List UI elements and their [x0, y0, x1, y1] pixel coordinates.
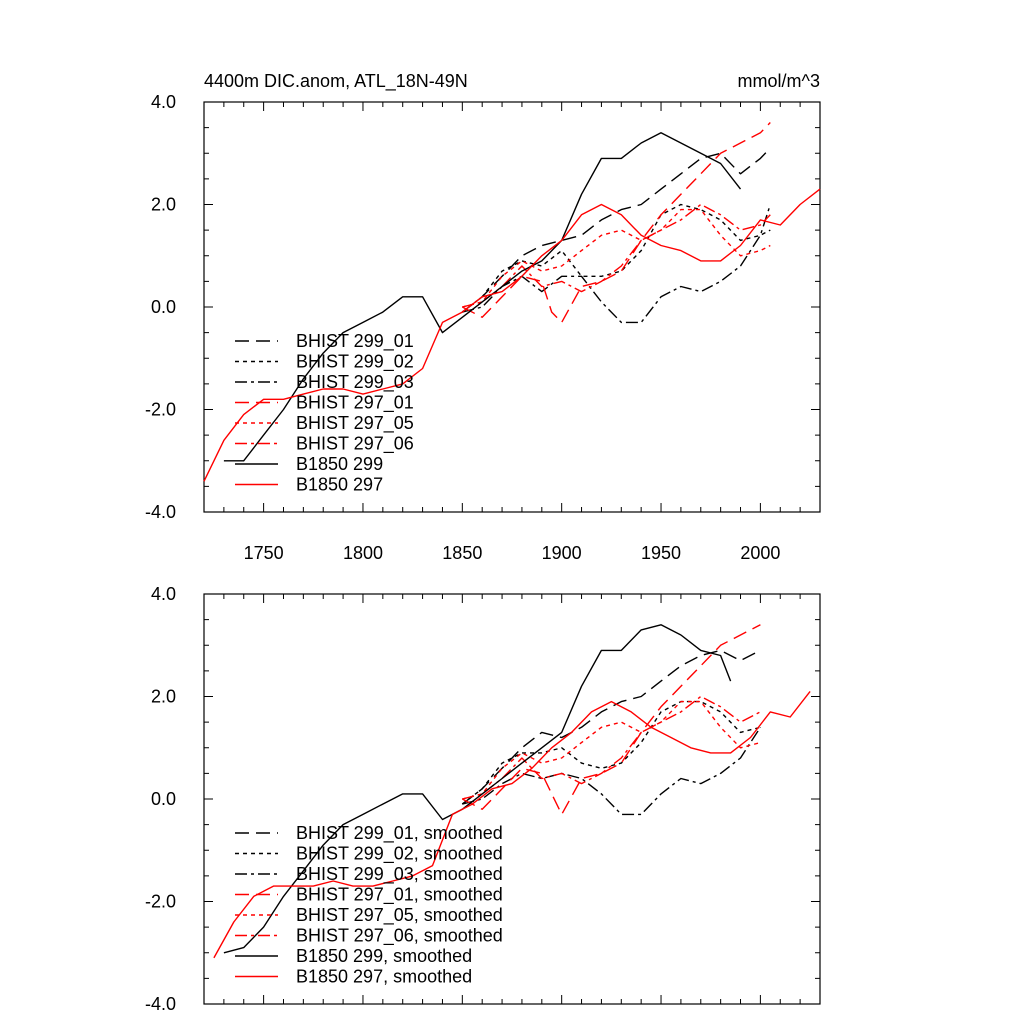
series-line-bhist-297-05-smoothed — [462, 700, 761, 800]
series-line-bhist-299-02-smoothed — [461, 700, 761, 805]
x-tick-label: 2000 — [740, 543, 780, 563]
x-tick-label: 1850 — [442, 543, 482, 563]
legend-label: B1850 299 — [296, 454, 383, 474]
plot-units: mmol/m^3 — [738, 71, 820, 91]
x-tick-label: 1900 — [542, 543, 582, 563]
legend-label: BHIST 299_03 — [296, 372, 414, 393]
y-tick-label: 0.0 — [151, 789, 176, 809]
y-tick-label: 0.0 — [151, 297, 176, 317]
legend-label: BHIST 297_01 — [296, 393, 414, 414]
series-line-bhist-299-01 — [461, 147, 771, 313]
series-line-bhist-297-01 — [461, 122, 771, 324]
y-tick-label: 4.0 — [151, 584, 176, 604]
legend-label: BHIST 299_02, smoothed — [296, 844, 503, 865]
legend-label: BHIST 299_02 — [296, 352, 414, 373]
y-tick-label: -2.0 — [145, 400, 176, 420]
x-tick-label: 1800 — [343, 543, 383, 563]
series-line-b1850-299 — [223, 132, 742, 462]
legend-label: BHIST 297_05, smoothed — [296, 905, 503, 926]
x-tick-label: 1750 — [244, 543, 284, 563]
plot-title: 4400m DIC.anom, ATL_18N-49N — [204, 71, 468, 92]
legend-label: B1850 297, smoothed — [296, 967, 472, 987]
series-line-bhist-297-01-smoothed — [461, 624, 761, 816]
legend-label: BHIST 297_06, smoothed — [296, 926, 503, 947]
y-tick-label: -4.0 — [145, 994, 176, 1014]
y-tick-label: -4.0 — [145, 502, 176, 522]
legend-label: B1850 297 — [296, 475, 383, 495]
series-line-b1850-299-smoothed — [223, 624, 732, 954]
series-line-b1850-297 — [203, 188, 821, 482]
series-line-bhist-297-06-smoothed — [462, 695, 761, 800]
series-line-bhist-299-03-smoothed — [462, 726, 761, 816]
legend-label: BHIST 297_06 — [296, 434, 414, 455]
y-tick-label: -2.0 — [145, 892, 176, 912]
series-line-bhist-299-03 — [462, 204, 771, 324]
series-line-b1850-297-smoothed — [213, 690, 811, 959]
y-tick-label: 4.0 — [151, 92, 176, 112]
y-tick-label: 2.0 — [151, 687, 176, 707]
legend-label: B1850 299, smoothed — [296, 946, 472, 966]
legend-label: BHIST 299_03, smoothed — [296, 864, 503, 885]
legend-label: BHIST 297_01, smoothed — [296, 885, 503, 906]
legend-label: BHIST 297_05 — [296, 413, 414, 434]
legend-label: BHIST 299_01, smoothed — [296, 823, 503, 844]
series-line-bhist-297-06 — [462, 203, 771, 308]
legend-label: BHIST 299_01 — [296, 331, 414, 352]
y-tick-label: 2.0 — [151, 195, 176, 215]
series-line-bhist-299-02 — [461, 203, 771, 313]
top-panel: -4.0 -2.0 0.0 2.0 4.0 1750 1800 1850 1900 1950 200… — [145, 92, 821, 563]
x-tick-label: 1950 — [641, 543, 681, 563]
